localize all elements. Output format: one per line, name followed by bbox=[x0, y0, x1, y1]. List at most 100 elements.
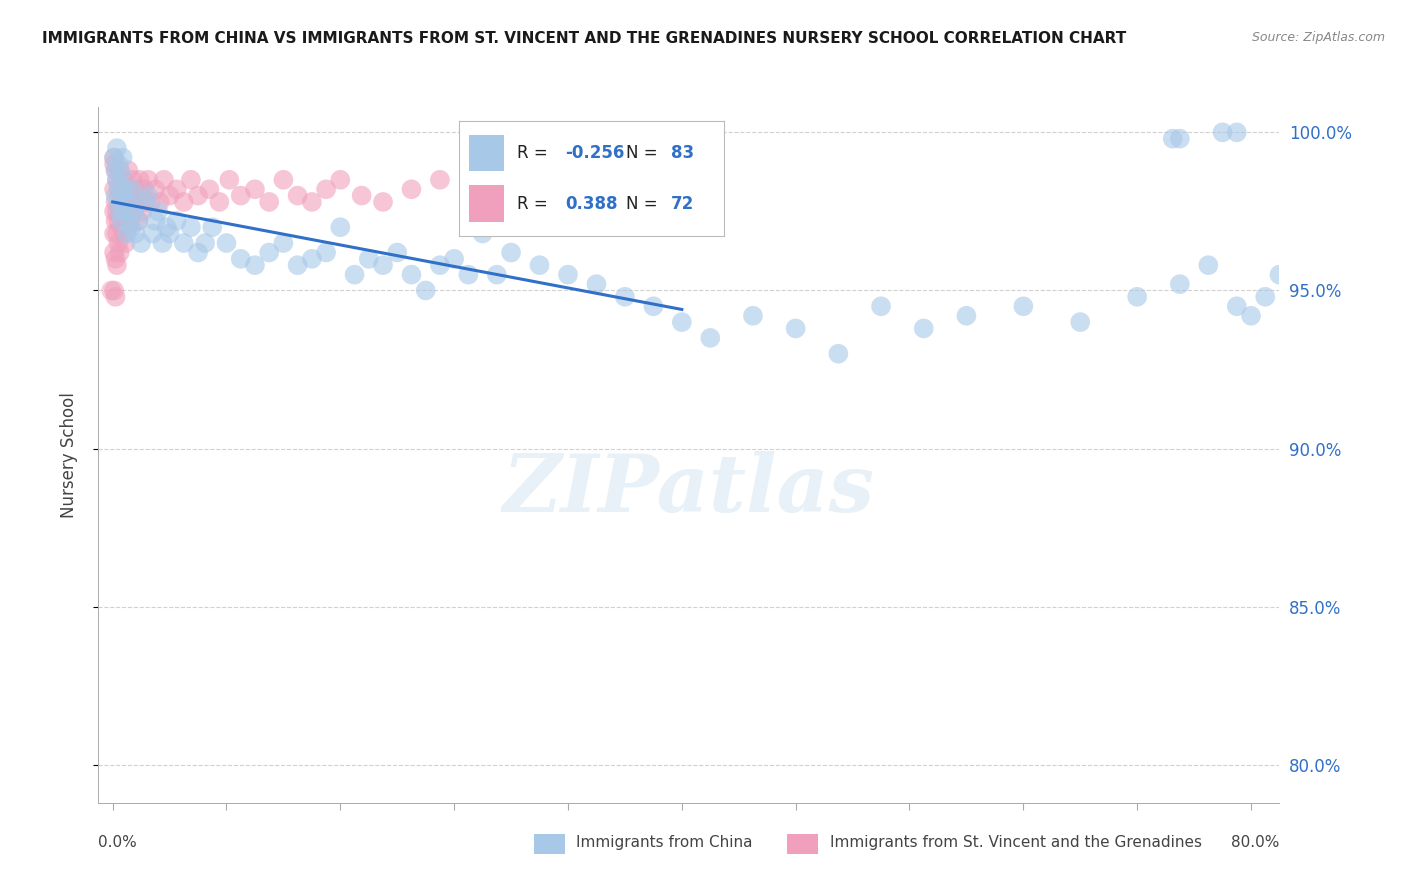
Point bbox=[429, 173, 451, 187]
Point bbox=[117, 163, 139, 178]
Point bbox=[613, 290, 636, 304]
Point bbox=[1268, 268, 1291, 282]
Point bbox=[229, 188, 252, 202]
Point bbox=[105, 173, 128, 187]
Point bbox=[273, 235, 295, 250]
Text: IMMIGRANTS FROM CHINA VS IMMIGRANTS FROM ST. VINCENT AND THE GRENADINES NURSERY : IMMIGRANTS FROM CHINA VS IMMIGRANTS FROM… bbox=[42, 31, 1126, 46]
Point bbox=[118, 214, 141, 228]
Point bbox=[111, 151, 134, 165]
Point bbox=[115, 227, 138, 241]
Point bbox=[215, 235, 238, 250]
Point bbox=[350, 188, 373, 202]
Point bbox=[112, 227, 135, 241]
Point bbox=[343, 268, 366, 282]
Point bbox=[955, 309, 977, 323]
Point bbox=[329, 173, 352, 187]
Point bbox=[1161, 131, 1184, 145]
Point bbox=[103, 204, 125, 219]
Point bbox=[643, 299, 665, 313]
Point bbox=[114, 194, 136, 209]
Point bbox=[1197, 258, 1219, 272]
Point bbox=[371, 258, 394, 272]
Point bbox=[1168, 277, 1191, 292]
Point bbox=[129, 235, 152, 250]
Point bbox=[243, 182, 266, 196]
Point bbox=[173, 194, 195, 209]
Point bbox=[401, 268, 423, 282]
Point bbox=[671, 315, 693, 329]
Point bbox=[315, 182, 337, 196]
Point bbox=[1226, 299, 1249, 313]
Point bbox=[1254, 290, 1277, 304]
Point bbox=[104, 214, 127, 228]
Point bbox=[111, 188, 134, 202]
Point bbox=[180, 173, 202, 187]
Point bbox=[104, 194, 127, 209]
Point bbox=[105, 141, 128, 155]
Point bbox=[287, 258, 309, 272]
Point bbox=[100, 284, 122, 298]
Point bbox=[257, 194, 280, 209]
Point bbox=[149, 194, 172, 209]
Point bbox=[136, 173, 159, 187]
Point bbox=[699, 331, 721, 345]
Point bbox=[429, 258, 451, 272]
Point bbox=[121, 173, 143, 187]
Text: Source: ZipAtlas.com: Source: ZipAtlas.com bbox=[1251, 31, 1385, 45]
Point bbox=[1226, 125, 1249, 139]
Point bbox=[148, 204, 170, 219]
Point bbox=[134, 194, 156, 209]
Point bbox=[122, 204, 145, 219]
Point bbox=[387, 245, 409, 260]
Point bbox=[136, 188, 159, 202]
Point bbox=[103, 284, 125, 298]
Point bbox=[159, 188, 181, 202]
Point bbox=[103, 151, 125, 165]
Point bbox=[401, 182, 423, 196]
Point bbox=[443, 252, 465, 266]
Text: 0.0%: 0.0% bbox=[98, 836, 138, 850]
Point bbox=[104, 188, 127, 202]
Text: ZIPatlas: ZIPatlas bbox=[503, 451, 875, 528]
Point bbox=[107, 235, 129, 250]
Point bbox=[103, 227, 125, 241]
Point bbox=[187, 245, 209, 260]
Point bbox=[108, 204, 131, 219]
Point bbox=[104, 290, 127, 304]
Point bbox=[180, 220, 202, 235]
Point bbox=[229, 252, 252, 266]
Point bbox=[112, 188, 135, 202]
Point bbox=[124, 227, 146, 241]
Point bbox=[111, 173, 134, 187]
Point bbox=[329, 220, 352, 235]
Point bbox=[129, 188, 152, 202]
Point bbox=[218, 173, 240, 187]
Point bbox=[122, 204, 145, 219]
Point bbox=[105, 173, 128, 187]
Point bbox=[127, 214, 149, 228]
Point bbox=[110, 166, 132, 180]
Point bbox=[108, 245, 131, 260]
Point bbox=[103, 245, 125, 260]
Point bbox=[108, 179, 131, 194]
Point bbox=[208, 194, 231, 209]
Point bbox=[287, 188, 309, 202]
Point bbox=[1168, 131, 1191, 145]
Point bbox=[194, 235, 217, 250]
Point bbox=[315, 245, 337, 260]
Point bbox=[121, 182, 143, 196]
Point bbox=[103, 151, 125, 165]
Point bbox=[529, 258, 551, 272]
Point bbox=[471, 227, 494, 241]
Point bbox=[143, 182, 166, 196]
Point bbox=[173, 235, 195, 250]
Point bbox=[118, 188, 141, 202]
Point bbox=[104, 163, 127, 178]
Point bbox=[105, 258, 128, 272]
Point bbox=[785, 321, 807, 335]
Point bbox=[117, 194, 139, 209]
Point bbox=[107, 214, 129, 228]
Point bbox=[131, 204, 153, 219]
Point bbox=[139, 194, 162, 209]
Point bbox=[499, 245, 522, 260]
